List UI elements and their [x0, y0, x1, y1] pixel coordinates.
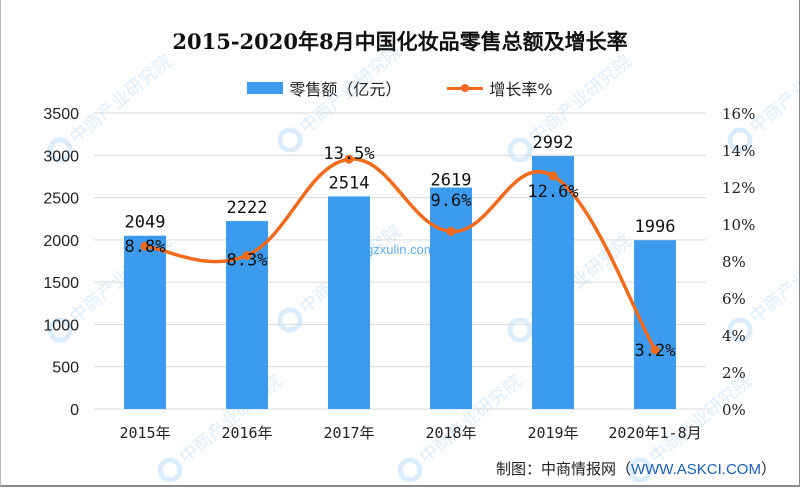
y-tick-left: 3000 — [43, 148, 79, 165]
line-marker[interactable] — [548, 171, 558, 181]
y-tick-left: 1500 — [43, 275, 79, 292]
x-tick: 2017年 — [323, 424, 374, 442]
legend-item-retail[interactable]: 零售额（亿元） — [247, 76, 401, 100]
bar-value-label: 2619 — [431, 171, 472, 191]
svg-text:中商产业研究院: 中商产业研究院 — [746, 41, 800, 138]
y-tick-right: 16% — [722, 105, 755, 123]
line-value-label: 13.5% — [323, 144, 374, 164]
line-marker[interactable] — [446, 226, 456, 236]
chart-title: 2015-2020年8月中国化妆品零售总额及增长率 — [172, 29, 628, 54]
y-tick-right: 10% — [722, 216, 755, 234]
y-tick-left: 0 — [70, 402, 79, 419]
gridlines — [94, 112, 706, 410]
y-tick-right: 8% — [722, 253, 746, 271]
source-url[interactable]: WWW.ASKCI.COM — [630, 461, 761, 478]
bar-series — [124, 155, 676, 409]
legend-item-growth[interactable]: 增长率% — [447, 76, 553, 100]
line-marker[interactable] — [650, 345, 660, 355]
line-marker[interactable] — [242, 250, 252, 260]
y-tick-right: 6% — [722, 290, 746, 308]
line-value-label: 3.2% — [635, 341, 676, 361]
y-tick-left: 3500 — [43, 106, 79, 123]
chart-legend: 零售额（亿元） 增长率% — [0, 76, 800, 100]
bar-value-label: 1996 — [635, 217, 676, 237]
watermark-icon: 中商产业研究院 — [727, 41, 800, 153]
line-value-label: 8.8% — [125, 237, 166, 257]
y-tick-right: 2% — [722, 364, 746, 382]
line-marker[interactable] — [140, 241, 150, 251]
y-tick-right: 0% — [722, 401, 746, 419]
bar-swatch-icon — [247, 82, 284, 94]
bar-value-label: 2049 — [125, 213, 166, 233]
y-tick-left: 2500 — [43, 191, 79, 208]
bar[interactable] — [124, 235, 166, 409]
y-tick-right: 4% — [722, 327, 746, 345]
y-tick-left: 2000 — [43, 233, 79, 250]
legend-label-retail: 零售额（亿元） — [289, 80, 402, 99]
x-tick: 2019年 — [527, 424, 578, 442]
source-prefix: 制图：中商情报网（ — [495, 460, 631, 478]
svg-text:中商产业研究院: 中商产业研究院 — [66, 51, 176, 148]
y-axis-left: 0 500 1000 1500 2000 2500 3000 3500 — [43, 106, 79, 419]
bar-value-label: 2992 — [533, 133, 574, 153]
x-tick: 2020年1-8月 — [608, 424, 701, 442]
source-suffix: ） — [760, 460, 776, 478]
y-tick-left: 1000 — [43, 317, 79, 334]
svg-text:中商产业研究院: 中商产业研究院 — [746, 231, 800, 328]
line-value-label: 9.6% — [431, 191, 472, 211]
x-tick: 2016年 — [221, 424, 272, 442]
bar[interactable] — [226, 221, 268, 409]
x-axis: 2015年 2016年 2017年 2018年 2019年 2020年1-8月 — [119, 424, 701, 442]
source-credit: 制图：中商情报网（WWW.ASKCI.COM） — [496, 458, 776, 479]
bar-value-label: 2222 — [227, 198, 268, 218]
y-axis-right: 0% 2% 4% 6% 8% 10% 12% 14% 16% — [722, 105, 755, 419]
line-value-label: 8.3% — [227, 250, 268, 270]
line-marker[interactable] — [344, 154, 354, 164]
y-tick-right: 14% — [722, 142, 755, 160]
x-tick: 2015年 — [119, 424, 170, 442]
bar[interactable] — [430, 187, 472, 409]
bar[interactable] — [634, 240, 676, 409]
bar[interactable] — [328, 196, 370, 409]
line-value-label: 12.6% — [527, 182, 578, 202]
bar-value-label: 2514 — [329, 173, 370, 193]
x-tick: 2018年 — [425, 424, 476, 442]
legend-label-growth: 增长率% — [489, 80, 553, 99]
y-tick-right: 12% — [722, 179, 755, 197]
svg-text:中商产业研究院: 中商产业研究院 — [296, 41, 406, 138]
y-tick-left: 500 — [52, 360, 79, 377]
bar[interactable] — [532, 155, 574, 409]
line-series — [140, 154, 660, 355]
data-labels: 2049 2222 2514 2619 2992 1996 8.8% 8.3% 13.5% 9.6… — [125, 133, 676, 361]
watermark-icon: 中商产业研究院 — [277, 41, 406, 153]
line-swatch-icon — [447, 82, 484, 94]
